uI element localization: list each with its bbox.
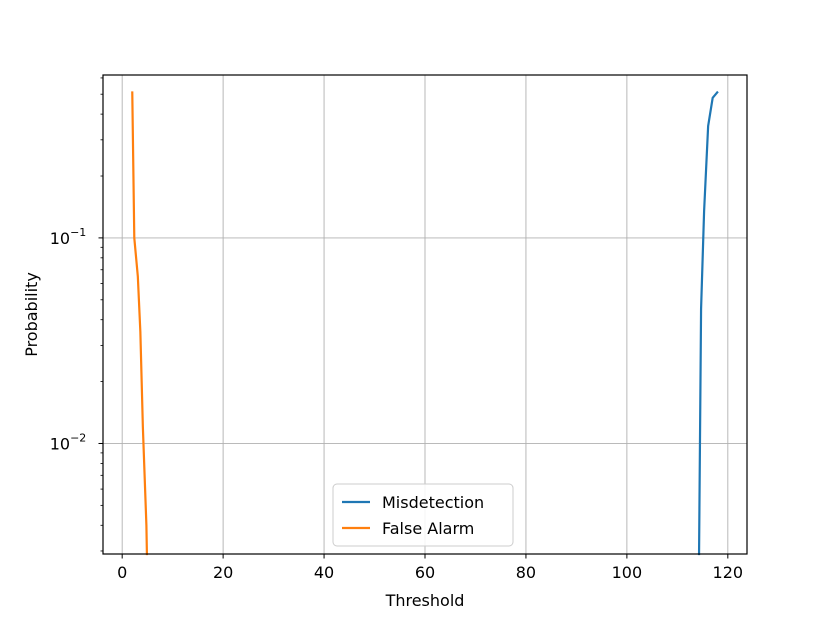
plot-series xyxy=(131,90,719,556)
legend-box xyxy=(332,483,514,547)
x-tick-label: 40 xyxy=(314,563,334,582)
x-tick-label: 80 xyxy=(516,563,536,582)
x-tick-label: 60 xyxy=(415,563,435,582)
grid-lines xyxy=(103,75,747,554)
legend-label: Misdetection xyxy=(382,493,484,512)
y-tick-label: 10−2 xyxy=(50,431,87,453)
x-tick-label: 0 xyxy=(117,563,127,582)
y-axis-label: Probability xyxy=(22,272,41,357)
y-tick-base: 10 xyxy=(50,434,70,453)
y-tick-label: 10−1 xyxy=(50,226,87,248)
legend: Misdetection False Alarm xyxy=(332,483,514,547)
x-tick-label: 100 xyxy=(612,563,643,582)
x-axis-label: Threshold xyxy=(385,591,465,610)
x-tick-label: 20 xyxy=(213,563,233,582)
legend-label: False Alarm xyxy=(382,519,474,538)
series-line-misdetection xyxy=(697,90,719,556)
series-line-false-alarm xyxy=(131,91,149,556)
y-tick-exponent: −1 xyxy=(70,226,86,239)
y-tick-base: 10 xyxy=(50,229,70,248)
x-tick-label: 120 xyxy=(713,563,744,582)
y-tick-exponent: −2 xyxy=(70,431,86,444)
